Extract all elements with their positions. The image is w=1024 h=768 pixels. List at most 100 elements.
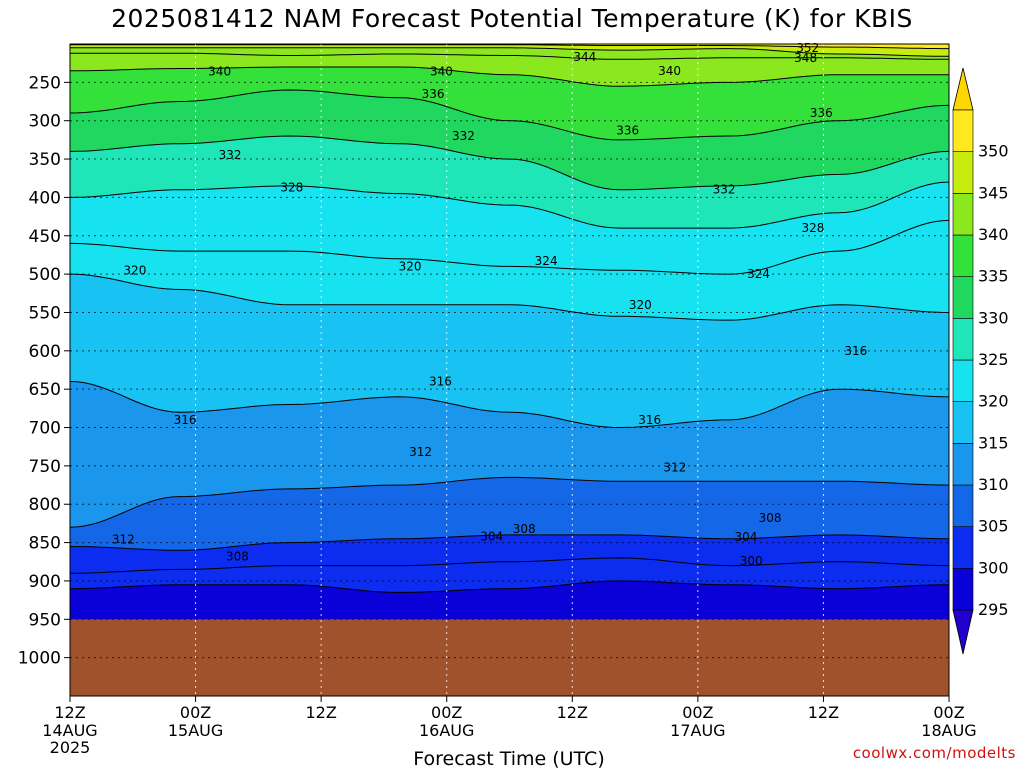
colorbar-label: 315 <box>978 433 1009 452</box>
isentrope-304 <box>70 557 949 574</box>
colorbar-swatch-325 <box>952 318 974 361</box>
y-tick-label: 350 <box>29 150 61 170</box>
y-tick-label: 450 <box>29 227 61 247</box>
colorbar-swatch-335 <box>952 234 974 277</box>
colorbar-label: 305 <box>978 517 1009 536</box>
colorbar-label: 340 <box>978 225 1009 244</box>
isentrope-324 <box>70 219 949 275</box>
contour-label: 308 <box>513 522 536 536</box>
x-tick-label: 00Z <box>431 703 462 722</box>
colorbar-swatch-350 <box>952 109 974 152</box>
isentrope-340 <box>70 66 949 87</box>
x-tick-label: 12Z <box>808 703 839 722</box>
colorbar-label: 350 <box>978 142 1009 161</box>
contour-label: 332 <box>219 148 242 162</box>
contour-label: 328 <box>280 180 303 194</box>
contour-label: 320 <box>399 259 422 273</box>
contour-label: 316 <box>844 344 867 358</box>
x-axis-label: Forecast Time (UTC) <box>413 748 604 768</box>
colorbar-swatch-295 <box>952 568 974 611</box>
x-tick-date: 15AUG <box>168 721 223 740</box>
isentrope-348 <box>70 47 949 57</box>
contour-label: 320 <box>629 298 652 312</box>
colorbar-label: 300 <box>978 558 1009 577</box>
contour-label: 312 <box>409 445 432 459</box>
contour-label: 312 <box>663 460 686 474</box>
y-tick-label: 750 <box>29 457 61 477</box>
colorbar-swatch-310 <box>952 443 974 486</box>
x-tick-label: 00Z <box>682 703 713 722</box>
x-tick-label: 12Z <box>557 703 588 722</box>
y-tick-label: 1000 <box>18 649 61 669</box>
colorbar-label: 320 <box>978 392 1009 411</box>
contour-label: 336 <box>422 87 445 101</box>
colorbar-label: 345 <box>978 183 1009 202</box>
colorbar: 295 300 305 310 315 320 325 330 335 340 345 350 <box>952 67 1009 655</box>
contour-label: 328 <box>802 221 825 235</box>
colorbar-swatch-345 <box>952 151 974 194</box>
contour-label: 340 <box>208 65 231 79</box>
contour-label: 316 <box>174 413 197 427</box>
x-tick-label: 00Z <box>933 703 964 722</box>
contour-label: 340 <box>430 65 453 79</box>
y-tick-label: 600 <box>29 342 61 362</box>
contour-label: 324 <box>535 254 558 268</box>
colorbar-label: 310 <box>978 475 1009 494</box>
colorbar-under-arrow <box>952 609 974 655</box>
contour-label: 324 <box>747 267 770 281</box>
colorbar-swatch-340 <box>952 193 974 236</box>
isentrope-312 <box>70 476 949 528</box>
y-tick-label: 900 <box>29 572 61 592</box>
x-tick-year: 2025 <box>50 738 91 757</box>
x-tick-date: 17AUG <box>670 721 725 740</box>
contour-label: 304 <box>480 529 503 543</box>
y-tick-label: 550 <box>29 303 61 323</box>
contour-label: 316 <box>429 375 452 389</box>
y-tick-label: 650 <box>29 380 61 400</box>
colorbar-swatch-330 <box>952 276 974 319</box>
contour-label: 336 <box>616 124 639 138</box>
colorbar-swatch-300 <box>952 526 974 569</box>
colorbar-swatch-315 <box>952 401 974 444</box>
x-tick-date: 14AUG <box>42 721 97 740</box>
plot-frame <box>69 43 950 697</box>
isentrope-352 <box>70 44 949 50</box>
contour-label: 308 <box>759 511 782 525</box>
contour-label: 300 <box>740 554 763 568</box>
x-tick-date: 16AUG <box>419 721 474 740</box>
y-tick-label: 400 <box>29 188 61 208</box>
source-credit: coolwx.com/modelts <box>852 744 1016 762</box>
isentrope-320 <box>70 273 949 321</box>
x-tick-label: 12Z <box>54 703 85 722</box>
colorbar-swatch-305 <box>952 484 974 527</box>
contour-label: 340 <box>658 64 681 78</box>
y-tick-label: 500 <box>29 265 61 285</box>
contour-label: 344 <box>573 50 596 64</box>
x-tick-date: 18AUG <box>921 721 976 740</box>
isentrope-300 <box>70 580 949 593</box>
y-tick-label: 850 <box>29 534 61 554</box>
grid-lines <box>69 44 950 696</box>
colorbar-label: 330 <box>978 308 1009 327</box>
isentrope-328 <box>70 181 949 229</box>
chart-title: 2025081412 NAM Forecast Potential Temper… <box>111 4 913 33</box>
x-tick-label: 00Z <box>180 703 211 722</box>
contour-label: 316 <box>638 413 661 427</box>
y-tick-label: 700 <box>29 419 61 439</box>
y-tick-label: 250 <box>29 73 61 93</box>
contour-label: 312 <box>112 533 135 547</box>
y-tick-label: 300 <box>29 112 61 132</box>
contour-label: 332 <box>452 129 475 143</box>
isentrope-316 <box>70 381 949 429</box>
colorbar-label: 335 <box>978 267 1009 286</box>
colorbar-label: 325 <box>978 350 1009 369</box>
colorbar-label: 295 <box>978 600 1009 619</box>
contour-label: 304 <box>735 530 758 544</box>
x-tick-label: 12Z <box>305 703 336 722</box>
isentrope-344 <box>70 52 949 60</box>
contour-label: 332 <box>713 183 736 197</box>
y-tick-label: 800 <box>29 495 61 515</box>
